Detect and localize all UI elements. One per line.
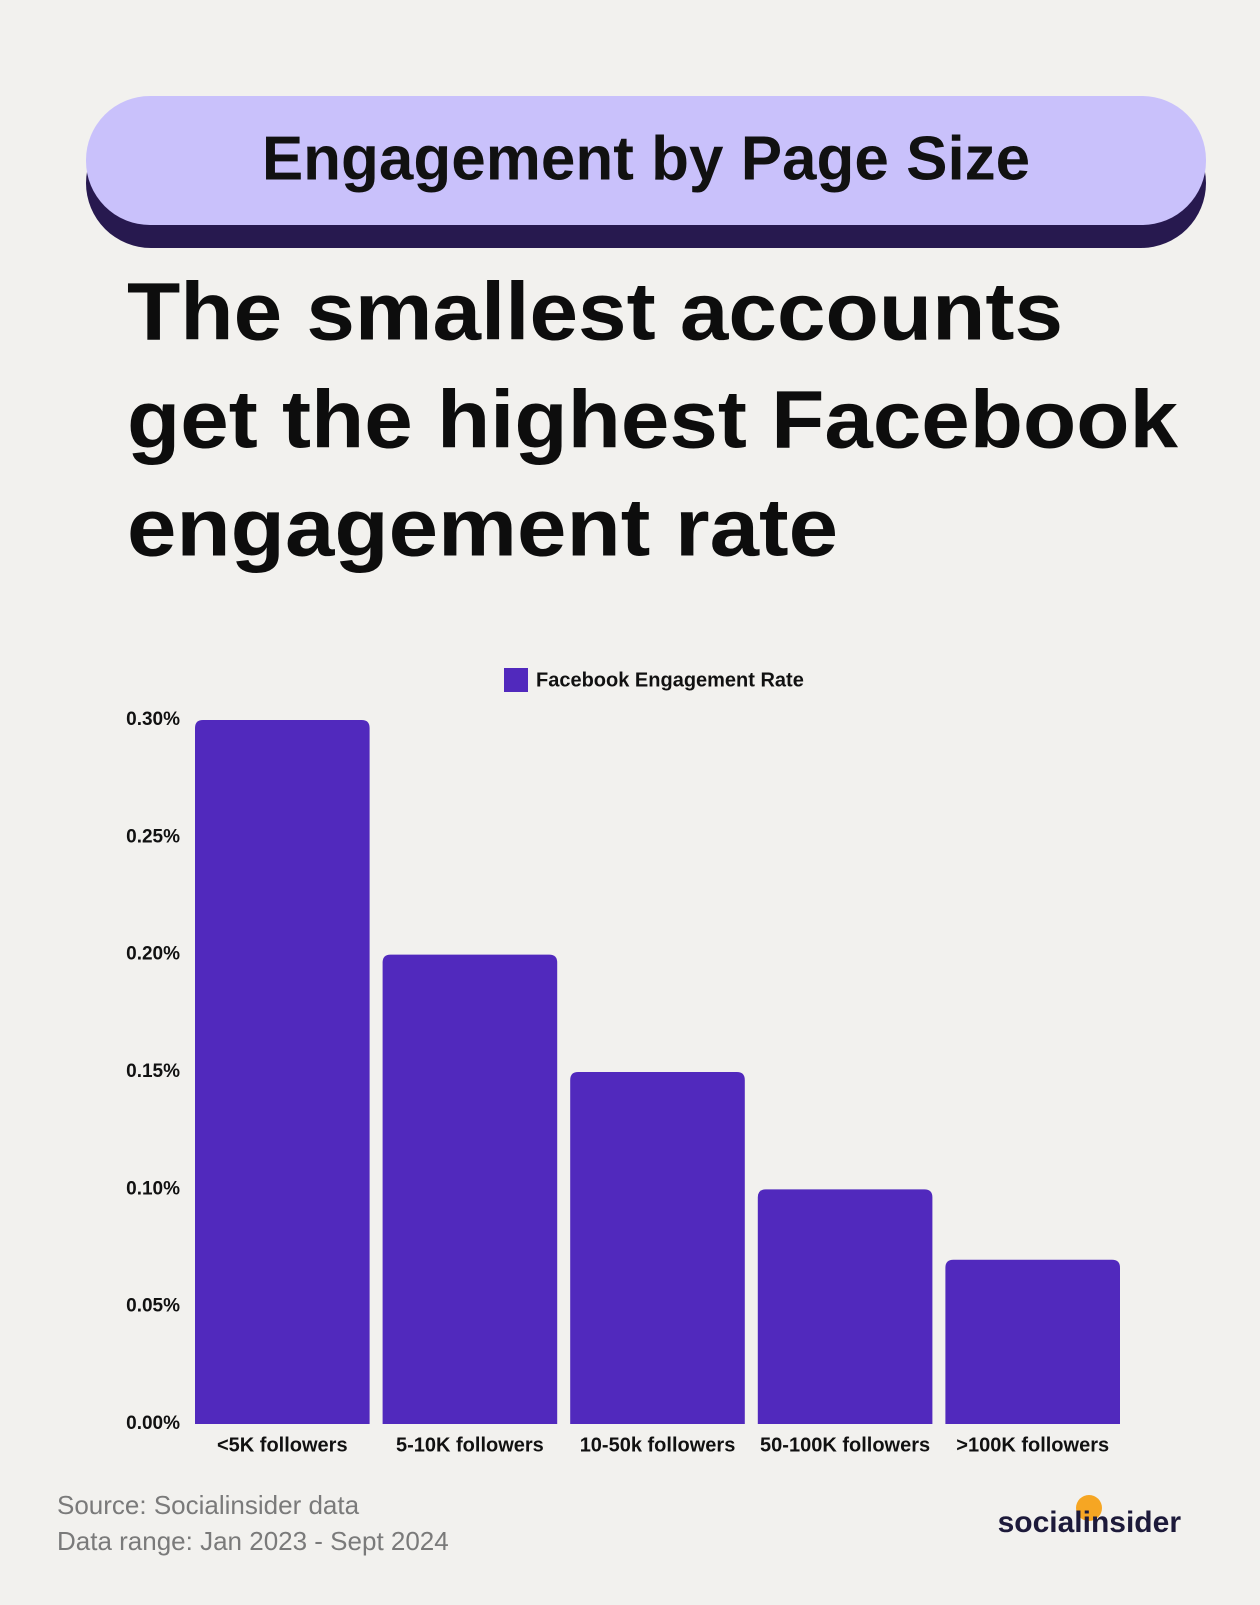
headline: The smallest accounts <box>127 267 1063 358</box>
data-range-note: Data range: Jan 2023 - Sept 2024 <box>57 1526 449 1556</box>
y-tick-label: 0.05% <box>126 1296 180 1317</box>
y-tick-label: 0.30% <box>126 709 180 730</box>
x-tick-label: 5-10K followers <box>396 1434 544 1456</box>
chart-title: Engagement by Page Size <box>262 124 1030 193</box>
bar <box>757 1189 933 1424</box>
headline: get the highest Facebook <box>127 375 1178 466</box>
bar <box>945 1259 1120 1424</box>
headline: engagement rate <box>127 483 838 574</box>
bar <box>382 954 558 1424</box>
bar <box>195 720 370 1424</box>
source-note: Source: Socialinsider data <box>57 1490 360 1520</box>
legend-label: Facebook Engagement Rate <box>536 669 804 691</box>
y-tick-label: 0.00% <box>126 1413 180 1434</box>
brand-logo: socialinsider <box>998 1506 1182 1539</box>
legend-swatch <box>504 668 528 692</box>
logo-dot <box>1076 1495 1102 1521</box>
x-tick-label: 50-100K followers <box>760 1434 930 1456</box>
y-tick-label: 0.25% <box>126 826 180 847</box>
title-pill <box>86 96 1206 225</box>
x-tick-label: >100K followers <box>956 1434 1109 1456</box>
bar <box>570 1072 745 1424</box>
x-tick-label: 10-50k followers <box>580 1434 736 1456</box>
y-tick-label: 0.15% <box>126 1061 180 1082</box>
y-tick-label: 0.20% <box>126 944 180 965</box>
x-tick-label: <5K followers <box>217 1434 348 1456</box>
y-tick-label: 0.10% <box>126 1178 180 1199</box>
